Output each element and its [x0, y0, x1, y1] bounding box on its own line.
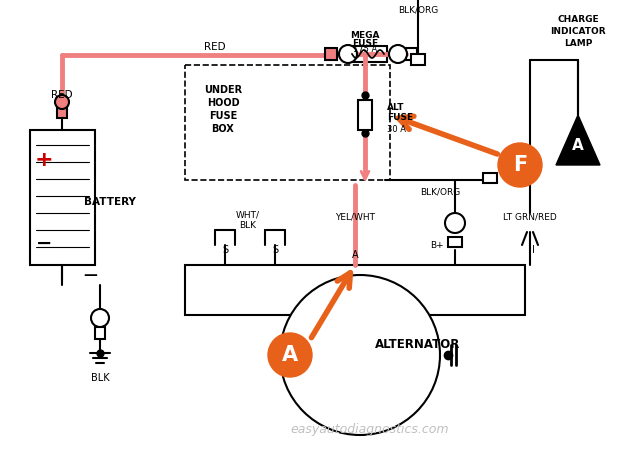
Text: +: + — [35, 150, 53, 170]
Text: B+: B+ — [430, 240, 444, 249]
Text: S: S — [222, 245, 228, 255]
Text: 175 A: 175 A — [353, 45, 377, 54]
Text: easyautodiagnostics.com: easyautodiagnostics.com — [290, 423, 449, 436]
Circle shape — [389, 45, 407, 63]
Text: FUSE: FUSE — [209, 111, 237, 121]
Text: I: I — [531, 245, 535, 255]
Text: A: A — [282, 345, 298, 365]
Text: WHT/: WHT/ — [236, 211, 260, 220]
Text: HOOD: HOOD — [206, 98, 239, 108]
Bar — [483, 173, 497, 183]
Text: FUSE: FUSE — [387, 113, 413, 122]
Text: BLK/ORG: BLK/ORG — [420, 188, 460, 197]
Text: YEL/WHT: YEL/WHT — [335, 212, 375, 221]
Text: ALTERNATOR: ALTERNATOR — [375, 338, 460, 351]
Circle shape — [339, 45, 357, 63]
Text: BATTERY: BATTERY — [84, 197, 136, 207]
Circle shape — [268, 333, 312, 377]
Circle shape — [445, 213, 465, 233]
Text: BLK/ORG: BLK/ORG — [398, 5, 438, 14]
Text: MEGA: MEGA — [350, 32, 379, 40]
Circle shape — [55, 95, 69, 109]
Bar — [349, 46, 387, 62]
Circle shape — [498, 143, 542, 187]
Circle shape — [280, 275, 440, 435]
Text: FUSE: FUSE — [352, 39, 378, 48]
Text: ALT: ALT — [387, 103, 405, 112]
Bar — [185, 65, 390, 180]
Text: −: − — [36, 234, 52, 252]
Text: A: A — [572, 139, 584, 153]
Bar — [57, 108, 67, 118]
Bar — [95, 327, 105, 339]
Text: INDICATOR: INDICATOR — [550, 27, 606, 36]
Text: BOX: BOX — [211, 124, 234, 134]
Text: S: S — [272, 245, 278, 255]
Text: RED: RED — [204, 42, 226, 52]
Text: LAMP: LAMP — [564, 40, 592, 49]
Text: LT GRN/RED: LT GRN/RED — [503, 212, 557, 221]
Text: BLK: BLK — [91, 373, 109, 383]
Text: F: F — [513, 155, 527, 175]
Bar — [358, 100, 372, 130]
Bar — [448, 237, 462, 247]
Polygon shape — [556, 115, 600, 165]
Bar — [406, 48, 417, 60]
Text: 30 A: 30 A — [387, 125, 406, 134]
Bar — [411, 54, 425, 65]
Text: UNDER: UNDER — [204, 85, 242, 95]
Text: CHARGE: CHARGE — [557, 15, 599, 24]
Bar — [30, 130, 95, 265]
Bar — [185, 265, 525, 315]
Bar — [325, 48, 337, 60]
Text: BLK: BLK — [240, 220, 256, 230]
Text: A: A — [352, 250, 358, 260]
Text: RED: RED — [51, 90, 73, 100]
Circle shape — [91, 309, 109, 327]
Text: —: — — [83, 268, 97, 282]
